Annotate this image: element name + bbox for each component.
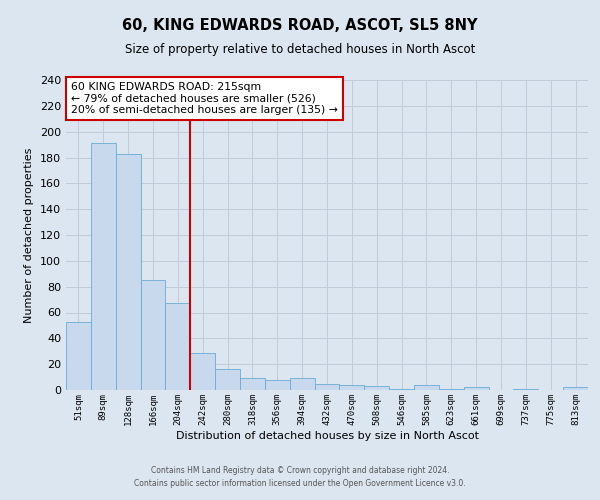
Text: Size of property relative to detached houses in North Ascot: Size of property relative to detached ho… <box>125 42 475 56</box>
Bar <box>314 384 340 390</box>
Text: 60 KING EDWARDS ROAD: 215sqm
← 79% of detached houses are smaller (526)
20% of s: 60 KING EDWARDS ROAD: 215sqm ← 79% of de… <box>71 82 338 115</box>
Bar <box>66 322 91 390</box>
Bar <box>439 388 464 390</box>
Bar <box>514 388 538 390</box>
Bar <box>91 144 116 390</box>
Bar <box>389 388 414 390</box>
Bar <box>240 378 265 390</box>
Bar <box>290 378 314 390</box>
Bar <box>340 385 364 390</box>
Bar <box>140 280 166 390</box>
Bar <box>116 154 140 390</box>
Text: Contains HM Land Registry data © Crown copyright and database right 2024.
Contai: Contains HM Land Registry data © Crown c… <box>134 466 466 487</box>
Y-axis label: Number of detached properties: Number of detached properties <box>25 148 34 322</box>
Bar <box>166 304 190 390</box>
Bar <box>464 388 488 390</box>
X-axis label: Distribution of detached houses by size in North Ascot: Distribution of detached houses by size … <box>176 430 479 440</box>
Bar <box>364 386 389 390</box>
Bar <box>265 380 290 390</box>
Bar <box>190 352 215 390</box>
Bar <box>414 385 439 390</box>
Bar <box>563 388 588 390</box>
Bar <box>215 370 240 390</box>
Text: 60, KING EDWARDS ROAD, ASCOT, SL5 8NY: 60, KING EDWARDS ROAD, ASCOT, SL5 8NY <box>122 18 478 32</box>
